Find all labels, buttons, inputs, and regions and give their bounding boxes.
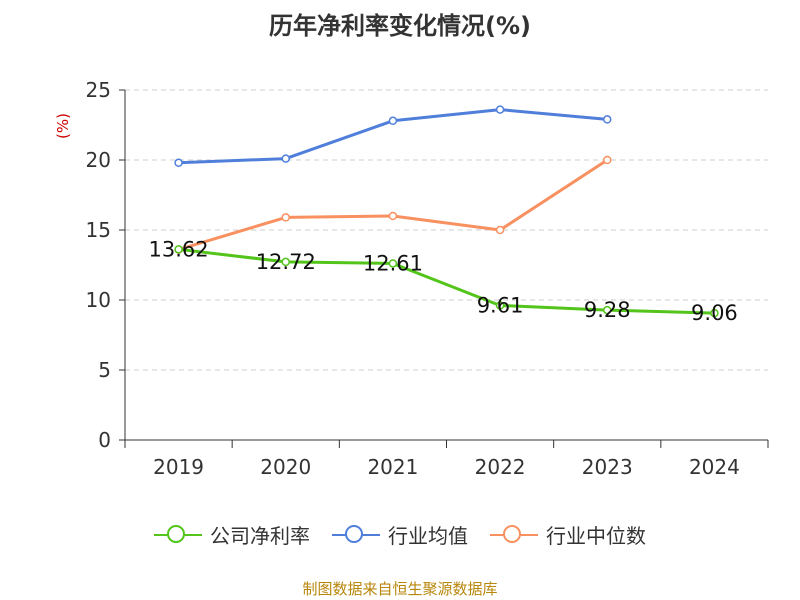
- data-point: [388, 211, 398, 221]
- x-tick-label: 2021: [367, 455, 418, 479]
- data-label: 9.06: [691, 301, 738, 325]
- x-tick-label: 2020: [260, 455, 311, 479]
- x-tick-label: 2024: [689, 455, 740, 479]
- legend-item-industry-mean[interactable]: 行业均值: [332, 520, 468, 549]
- data-point: [174, 245, 183, 254]
- y-tick-label: 0: [98, 428, 111, 452]
- data-label: 13.62: [149, 237, 209, 261]
- data-source-note: 制图数据来自恒生聚源数据库: [302, 580, 498, 598]
- legend-marker-icon: [154, 523, 202, 547]
- data-label: 12.72: [256, 250, 316, 274]
- data-point: [388, 116, 398, 126]
- y-tick-label: 5: [98, 358, 111, 382]
- legend-item-industry-median[interactable]: 行业中位数: [490, 520, 646, 549]
- data-label: 12.61: [363, 251, 423, 275]
- data-point: [495, 105, 505, 114]
- data-label: 9.28: [584, 298, 631, 322]
- chart-legend: 公司净利率 行业均值 行业中位数: [0, 520, 800, 549]
- data-label: 9.61: [477, 293, 524, 317]
- legend-marker-icon: [490, 523, 538, 547]
- data-point: [281, 213, 290, 222]
- y-axis-label: (%): [54, 113, 72, 139]
- legend-marker-icon: [332, 523, 380, 547]
- y-tick-label: 20: [86, 148, 111, 172]
- series-line: [178, 158, 609, 252]
- legend-item-company[interactable]: 公司净利率: [154, 520, 310, 549]
- data-point: [603, 305, 612, 315]
- data-point: [281, 257, 290, 267]
- data-point: [710, 308, 719, 318]
- y-tick-label: 10: [86, 288, 111, 312]
- legend-label: 行业中位数: [546, 524, 646, 548]
- y-tick-label: 15: [86, 218, 111, 242]
- data-point: [495, 301, 505, 310]
- data-point: [603, 155, 612, 165]
- data-point: [174, 158, 183, 168]
- x-tick-label: 2023: [582, 455, 633, 479]
- data-point: [495, 225, 505, 235]
- data-point: [388, 259, 398, 268]
- legend-label: 行业均值: [388, 524, 468, 548]
- y-tick-label: 25: [86, 78, 111, 102]
- data-point: [281, 154, 290, 163]
- legend-label: 公司净利率: [210, 524, 310, 548]
- x-tick-label: 2019: [153, 455, 204, 479]
- chart-title: 历年净利率变化情况(%): [269, 12, 531, 40]
- data-point: [603, 115, 612, 124]
- series-line: [178, 247, 715, 315]
- x-tick-label: 2022: [475, 455, 526, 479]
